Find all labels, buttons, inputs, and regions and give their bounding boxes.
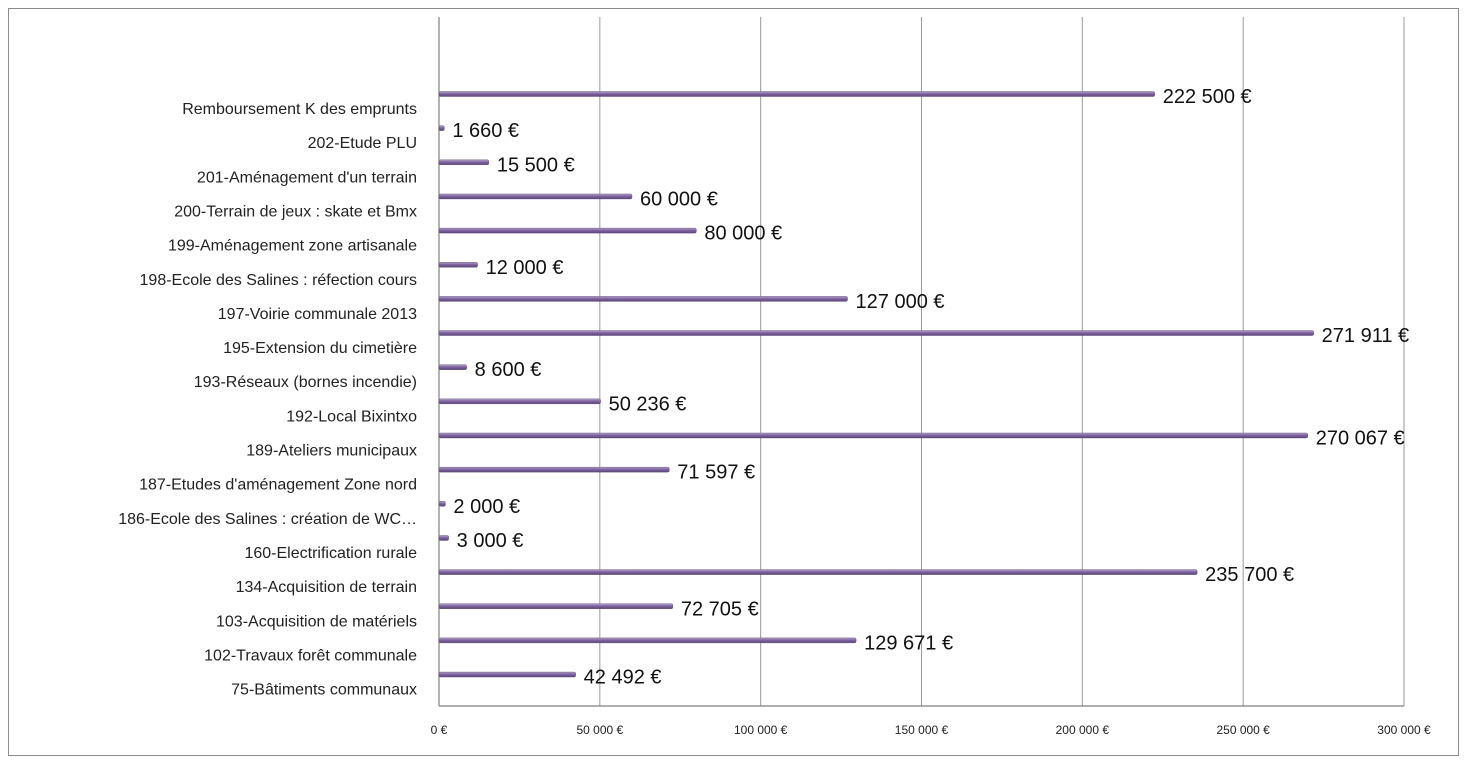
data-label: 50 236 € xyxy=(609,393,687,415)
category-label: 192-Local Bixintxo xyxy=(286,408,417,425)
data-label: 270 067 € xyxy=(1316,428,1405,450)
grid-layer xyxy=(438,17,1405,707)
data-label: 1 660 € xyxy=(452,120,519,142)
bar xyxy=(438,364,467,370)
bar-chart: Remboursement K des emprunts 202-Etude PL… xyxy=(118,17,1431,737)
category-label: Remboursement K des emprunts xyxy=(182,101,417,118)
bar xyxy=(438,296,848,302)
bar xyxy=(438,227,697,234)
bar xyxy=(438,91,1155,97)
bar xyxy=(438,125,445,131)
category-label: 201-Aménagement d'un terrain xyxy=(197,169,417,186)
category-label: 189-Ateliers municipaux xyxy=(246,443,417,460)
data-label: 127 000 € xyxy=(856,291,945,313)
bar xyxy=(438,535,449,541)
category-labels: Remboursement K des emprunts 202-Etude PL… xyxy=(118,101,417,699)
data-labels: 222 500 € 1 660 € 15 500 € 60 000 € 80 000 €… xyxy=(452,86,1409,689)
category-label: 102-Travaux forêt communale xyxy=(204,647,417,664)
category-label: 187-Etudes d'aménagement Zone nord xyxy=(139,477,417,494)
bar xyxy=(438,398,601,405)
category-label: 197-Voirie communale 2013 xyxy=(218,306,417,323)
bar xyxy=(438,569,1198,575)
data-label: 8 600 € xyxy=(475,359,542,381)
bar xyxy=(438,193,633,200)
data-label: 80 000 € xyxy=(704,223,782,245)
data-label: 3 000 € xyxy=(457,530,524,552)
x-tick-label: 100 000 € xyxy=(734,723,788,737)
data-label: 222 500 € xyxy=(1163,86,1252,108)
bar xyxy=(438,159,490,166)
x-tick-label: 0 € xyxy=(431,723,448,737)
bar xyxy=(438,603,674,609)
bar xyxy=(438,330,1314,336)
data-label: 2 000 € xyxy=(453,496,520,518)
category-label: 134-Acquisition de terrain xyxy=(236,579,417,596)
x-tick-label: 150 000 € xyxy=(895,723,949,737)
category-label: 193-Réseaux (bornes incendie) xyxy=(194,374,417,391)
category-label: 75-Bâtiments communaux xyxy=(231,682,417,699)
category-label: 160-Electrification rurale xyxy=(244,545,417,562)
data-label: 12 000 € xyxy=(486,257,564,279)
bar xyxy=(438,671,576,678)
category-label: 200-Terrain de jeux : skate et Bmx xyxy=(174,203,417,220)
data-label: 60 000 € xyxy=(640,188,718,210)
bar xyxy=(438,466,670,473)
bar xyxy=(438,262,478,268)
data-label: 271 911 € xyxy=(1322,325,1410,347)
x-tick-label: 300 000 € xyxy=(1377,723,1431,737)
data-label: 72 705 € xyxy=(681,598,759,620)
x-tick-label: 50 000 € xyxy=(576,723,623,737)
data-label: 71 597 € xyxy=(677,462,755,484)
data-label: 129 671 € xyxy=(864,632,953,654)
category-label: 202-Etude PLU xyxy=(308,135,417,152)
x-tick-label: 250 000 € xyxy=(1216,723,1270,737)
chart-frame: Remboursement K des emprunts 202-Etude PL… xyxy=(8,8,1459,756)
category-label: 195-Extension du cimetière xyxy=(223,340,417,357)
data-label: 15 500 € xyxy=(497,154,575,176)
data-label: 42 492 € xyxy=(584,667,662,689)
category-label: 198-Ecole des Salines : réfection cours xyxy=(140,272,417,289)
bar xyxy=(438,637,857,644)
bar xyxy=(438,432,1308,439)
x-tick-label: 200 000 € xyxy=(1056,723,1110,737)
bar xyxy=(438,501,446,507)
bar-layer xyxy=(438,91,1314,678)
data-label: 235 700 € xyxy=(1205,564,1294,586)
x-tick-labels: 0 € 50 000 € 100 000 € 150 000 € 200 000 € 25… xyxy=(431,723,1431,737)
category-label: 103-Acquisition de matériels xyxy=(216,613,417,630)
category-label: 199-Aménagement zone artisanale xyxy=(168,238,417,255)
category-label: 186-Ecole des Salines : création de WC… xyxy=(118,511,417,528)
